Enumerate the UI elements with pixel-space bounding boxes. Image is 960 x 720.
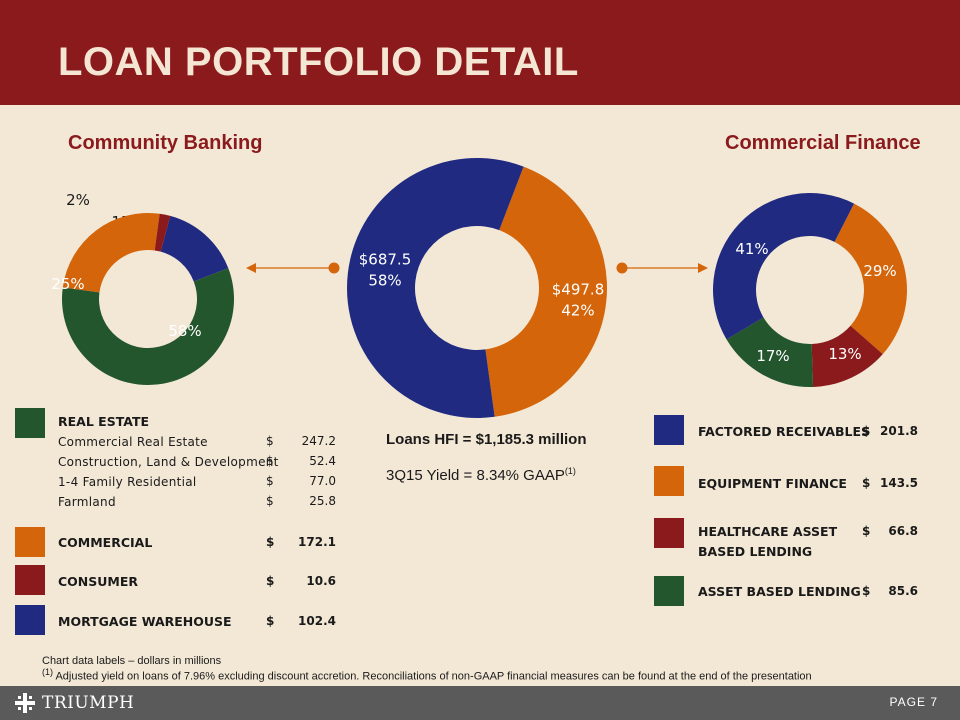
yield-footnote-mark: (1): [564, 466, 576, 476]
re-item-value: 247.2: [301, 434, 336, 448]
yield-text: 3Q15 Yield = 8.34% GAAP: [386, 467, 565, 484]
commercial-finance-title: Commercial Finance: [725, 132, 921, 154]
healthcare-value: 66.8: [888, 524, 918, 538]
re-item-value: 25.8: [309, 494, 336, 508]
donut-slice: [154, 213, 171, 252]
factored-dollar: $: [862, 424, 871, 438]
mortgage-label: MORTGAGE WAREHOUSE: [58, 614, 232, 629]
footnote-units: Chart data labels – dollars in millions: [42, 655, 222, 667]
slice-label: 13%: [828, 345, 861, 363]
donut-slice: [485, 166, 607, 417]
yield-line: 3Q15 Yield = 8.34% GAAP(1): [386, 466, 576, 484]
equipment-value: 143.5: [880, 476, 918, 490]
asset-based-swatch: [654, 576, 684, 606]
commercial-value: 172.1: [298, 535, 336, 549]
page-number: PAGE 7: [889, 695, 938, 709]
re-item-value: 77.0: [309, 474, 336, 488]
logo-text: TRIUMPH: [42, 693, 135, 713]
re-item-label: 1-4 Family Residential: [58, 475, 197, 489]
slice-label: 42%: [561, 302, 594, 320]
donut-slice: [160, 215, 229, 282]
community-banking-title: Community Banking: [68, 132, 263, 154]
mortgage-value: 102.4: [298, 614, 336, 628]
slice-label: $497.8: [552, 281, 605, 299]
loan-portfolio-donut: $497.8 42% $687.5 58%: [347, 157, 607, 418]
header-bar: LOAN PORTFOLIO DETAIL: [0, 0, 960, 105]
re-item-dollar: $: [266, 474, 274, 488]
page-title: LOAN PORTFOLIO DETAIL: [58, 40, 579, 84]
donut-slice: [726, 317, 814, 387]
donut-slice: [712, 192, 855, 340]
re-item-label: Commercial Real Estate: [58, 435, 208, 449]
equipment-swatch: [654, 466, 684, 496]
consumer-swatch: [15, 565, 45, 595]
slice-label: 58%: [168, 322, 201, 340]
slice-label: 29%: [863, 262, 896, 280]
donut-slice: [62, 213, 160, 293]
consumer-value: 10.6: [306, 574, 336, 588]
left-arrow-connector: [246, 262, 340, 274]
donut-slice: [61, 268, 235, 386]
consumer-label: CONSUMER: [58, 574, 139, 589]
commercial-finance-donut: 29% 13% 17% 41%: [712, 192, 907, 387]
mortgage-swatch: [15, 605, 45, 635]
commercial-label: COMMERCIAL: [58, 535, 153, 550]
healthcare-dollar: $: [862, 524, 871, 538]
asset-based-label: ASSET BASED LENDING: [698, 584, 861, 599]
re-item-dollar: $: [266, 434, 274, 448]
asset-based-value: 85.6: [888, 584, 918, 598]
slice-label: $687.5: [359, 251, 412, 269]
donut-slice: [347, 157, 524, 418]
re-item-value: 52.4: [309, 454, 336, 468]
healthcare-swatch: [654, 518, 684, 548]
asset-based-dollar: $: [862, 584, 871, 598]
right-arrow-connector: [616, 262, 708, 274]
consumer-dollar: $: [266, 574, 275, 588]
footnote-yield: (1) Adjusted yield on loans of 7.96% exc…: [42, 667, 812, 683]
equipment-dollar: $: [862, 476, 871, 490]
factored-swatch: [654, 415, 684, 445]
mortgage-dollar: $: [266, 614, 275, 628]
real-estate-label: REAL ESTATE: [58, 414, 150, 429]
slice-label: 2%: [66, 191, 90, 209]
community-banking-donut: 15%58%25%2%: [51, 191, 235, 386]
slice-label: 25%: [51, 275, 84, 293]
re-item-dollar: $: [266, 494, 274, 508]
commercial-swatch: [15, 527, 45, 557]
donut-slice: [834, 203, 907, 355]
donut-slice: [811, 325, 883, 387]
equipment-label: EQUIPMENT FINANCE: [698, 476, 847, 491]
healthcare-label: HEALTHCARE ASSET: [698, 524, 838, 539]
triumph-cross-icon: [15, 693, 35, 713]
slice-label: 41%: [735, 240, 768, 258]
factored-label: FACTORED RECEIVABLES: [698, 424, 871, 439]
slice-label: 17%: [756, 347, 789, 365]
loans-hfi-total: Loans HFI = $1,185.3 million: [386, 431, 587, 448]
healthcare-label-line2: BASED LENDING: [698, 544, 813, 559]
factored-value: 201.8: [880, 424, 918, 438]
real-estate-swatch: [15, 408, 45, 438]
re-item-dollar: $: [266, 454, 274, 468]
triumph-logo: TRIUMPH: [14, 692, 134, 714]
commercial-dollar: $: [266, 535, 275, 549]
footnote-mark: (1): [42, 667, 53, 677]
slice-label: 58%: [368, 272, 401, 290]
re-item-label: Construction, Land & Development: [58, 455, 279, 469]
re-item-label: Farmland: [58, 495, 116, 509]
footnote-yield-text: Adjusted yield on loans of 7.96% excludi…: [53, 670, 812, 683]
footer-bar: TRIUMPH PAGE 7: [0, 686, 960, 720]
